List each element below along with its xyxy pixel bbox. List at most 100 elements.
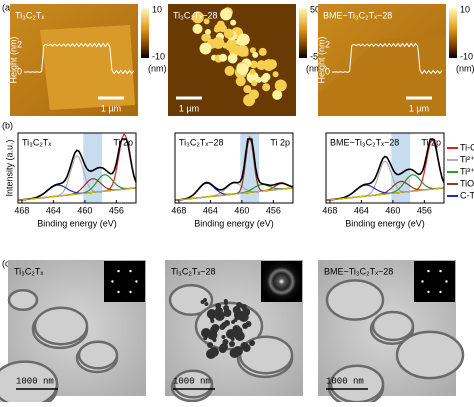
colorbar [299, 8, 307, 58]
diffraction-spot [427, 269, 430, 273]
colorbar-max: 10 [152, 4, 162, 14]
diffraction-spot [439, 269, 442, 273]
legend-label: Ti³⁺ [460, 166, 474, 176]
colorbar [141, 8, 149, 58]
diffraction-spot [111, 280, 114, 283]
flake [40, 25, 135, 110]
aggregate [221, 335, 226, 339]
flake [255, 76, 262, 83]
flake [274, 79, 287, 92]
scale-label: 1000 nm [173, 376, 211, 386]
flake [246, 71, 259, 84]
flake [219, 53, 228, 62]
aggregate [242, 323, 249, 329]
fit-component [325, 174, 445, 201]
diffraction-inset [104, 261, 145, 302]
flake [191, 11, 204, 24]
height-profile [23, 42, 135, 75]
peak-label: Ti 2p [113, 137, 133, 147]
fit-component [325, 138, 445, 201]
flake [192, 23, 203, 34]
aggregate [206, 309, 217, 319]
fit-component [17, 174, 137, 201]
plot-frame [17, 132, 137, 204]
membrane-hole [172, 369, 214, 399]
plot-title: BME−Ti₃C₂Tₓ−28 [330, 137, 399, 147]
aggregate [206, 349, 217, 359]
colorbar-min: -50 [310, 51, 323, 61]
flake [220, 8, 233, 21]
membrane-hole [168, 284, 214, 316]
plot-frame [174, 132, 294, 204]
diffraction-spot [427, 290, 430, 294]
flake [272, 71, 279, 78]
aggregate [204, 302, 209, 306]
x-tick-label: 464 [203, 205, 218, 215]
flake [199, 42, 212, 55]
colorbar-min: -10 [152, 51, 165, 61]
profile-tick: 0 [325, 66, 330, 76]
colorbar-max: 10 [460, 4, 470, 14]
flake [243, 85, 252, 94]
flake [235, 76, 246, 87]
flake [224, 65, 235, 76]
flake [251, 80, 258, 87]
aggregate [225, 329, 236, 339]
x-tick-label: 464 [354, 205, 369, 215]
colorbar [449, 8, 457, 58]
flake [223, 28, 234, 39]
legend-label: TiO₂ [460, 178, 474, 188]
aggregate [207, 330, 218, 340]
baseline [17, 187, 137, 201]
aggregate [210, 319, 215, 323]
aggregate [228, 341, 235, 347]
flake [237, 33, 250, 46]
legend-label: C-Ti-Fₓ [460, 190, 474, 200]
flake [260, 74, 269, 83]
aggregate [212, 338, 217, 342]
fit-component [174, 182, 294, 201]
diffraction-spot [445, 280, 448, 283]
image-title: Ti₃C₂Tₓ−28 [173, 10, 218, 20]
membrane-hole [7, 288, 39, 312]
aggregate [218, 345, 227, 353]
aggregate [242, 344, 251, 352]
baseline [174, 187, 294, 201]
image-title: Ti₃C₂Tₓ−28 [171, 266, 216, 276]
x-tick-label: 464 [46, 205, 61, 215]
x-tick-label: 456 [417, 205, 432, 215]
scale-label: 1000 nm [16, 376, 54, 386]
flake [252, 51, 259, 58]
aggregate [203, 336, 208, 340]
profile-tick: 2 [325, 39, 330, 49]
aggregate [249, 340, 256, 346]
peak-label: Ti 2p [270, 137, 290, 147]
flake [272, 89, 283, 100]
y-axis-label: Intensity (a.u.) [4, 139, 14, 196]
diffraction-spot [135, 280, 138, 283]
diffraction-inset [261, 261, 302, 302]
flake [318, 35, 446, 116]
flake [242, 50, 249, 57]
spectrum [174, 138, 294, 201]
diffraction-spot [129, 290, 132, 294]
x-axis-label: Binding energy (eV) [345, 218, 425, 228]
x-tick-label: 468 [171, 205, 186, 215]
baseline [325, 187, 445, 201]
x-tick-label: 460 [234, 205, 249, 215]
height-profile [331, 42, 443, 75]
profile-ylabel: Height (nm) [316, 36, 326, 83]
flake [203, 18, 210, 25]
flake [222, 42, 229, 49]
aggregate [231, 320, 236, 324]
flake [249, 68, 256, 75]
flake [228, 44, 241, 57]
colorbar-min: -10 [460, 51, 473, 61]
aggregate [230, 337, 235, 341]
flake [243, 94, 256, 107]
x-tick-label: 460 [385, 205, 400, 215]
diffraction-spot [421, 280, 424, 283]
scale-label: 1 µm [101, 103, 121, 113]
